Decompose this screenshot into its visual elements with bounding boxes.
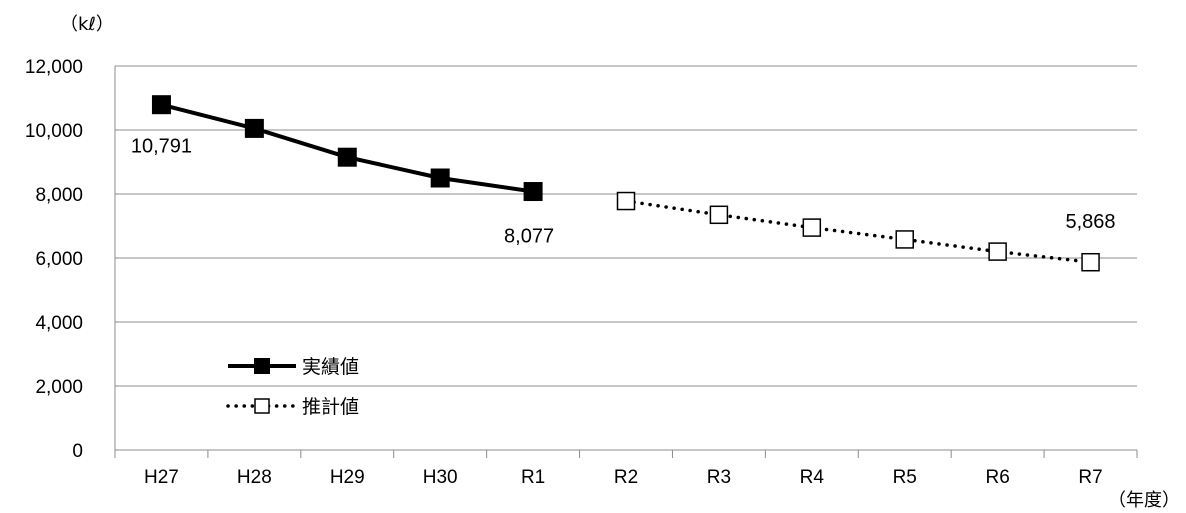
- x-tick-label: H28: [237, 467, 272, 488]
- x-axis-unit-label: （年度）: [1108, 490, 1180, 511]
- y-axis-unit-label: （kℓ）: [60, 14, 114, 35]
- data-point-marker: [1081, 252, 1100, 272]
- data-point-marker: [430, 168, 450, 188]
- y-tick-label: 12,000: [25, 57, 83, 78]
- legend-swatch-marker: [254, 358, 270, 374]
- y-tick-label: 10,000: [25, 121, 83, 142]
- x-tick-label: R1: [521, 467, 545, 488]
- x-tick-label: R2: [614, 467, 638, 488]
- y-tick-label: 2,000: [35, 377, 83, 398]
- x-tick-label: R5: [893, 467, 917, 488]
- x-tick-label: R3: [707, 467, 731, 488]
- legend-label: 推計値: [302, 396, 359, 418]
- legend-label: 実績値: [302, 356, 359, 378]
- y-tick-label: 8,000: [35, 185, 83, 206]
- data-label: 5,868: [1066, 211, 1116, 233]
- data-point-marker: [895, 230, 914, 249]
- x-tick-label: H30: [423, 467, 458, 488]
- y-tick-label: 0: [72, 441, 83, 462]
- data-labels: 10,791 8,077 5,868: [131, 136, 1116, 248]
- x-tick-label: R4: [800, 467, 825, 488]
- data-point-marker: [802, 218, 822, 237]
- x-tick-label: H29: [330, 467, 365, 488]
- data-label: 10,791: [131, 136, 192, 158]
- axes: [114, 66, 1138, 458]
- data-point-marker: [616, 191, 636, 211]
- x-tick-label: R7: [1078, 467, 1102, 488]
- data-point-marker: [523, 182, 543, 202]
- data-point-marker: [337, 147, 357, 167]
- legend-swatch-marker: [254, 398, 270, 414]
- data-point-marker: [151, 95, 171, 115]
- series: [151, 95, 1100, 272]
- x-tick-label: R6: [985, 467, 1009, 488]
- y-tick-label: 6,000: [35, 249, 83, 270]
- data-point-marker: [244, 118, 264, 138]
- y-tick-label: 4,000: [35, 313, 83, 334]
- data-label: 8,077: [504, 226, 554, 248]
- y-tick-labels: 0 2,000 4,000 6,000 8,000 10,000 12,000: [25, 57, 83, 462]
- series-line-estimate: [624, 199, 1093, 264]
- gridlines: [115, 65, 1137, 387]
- data-point-marker: [709, 205, 729, 225]
- data-point-marker: [988, 242, 1007, 261]
- x-tick-label: H27: [144, 467, 179, 488]
- x-tick-labels: H27 H28 H29 H30 R1 R2 R3 R4 R5 R6 R7: [144, 467, 1103, 488]
